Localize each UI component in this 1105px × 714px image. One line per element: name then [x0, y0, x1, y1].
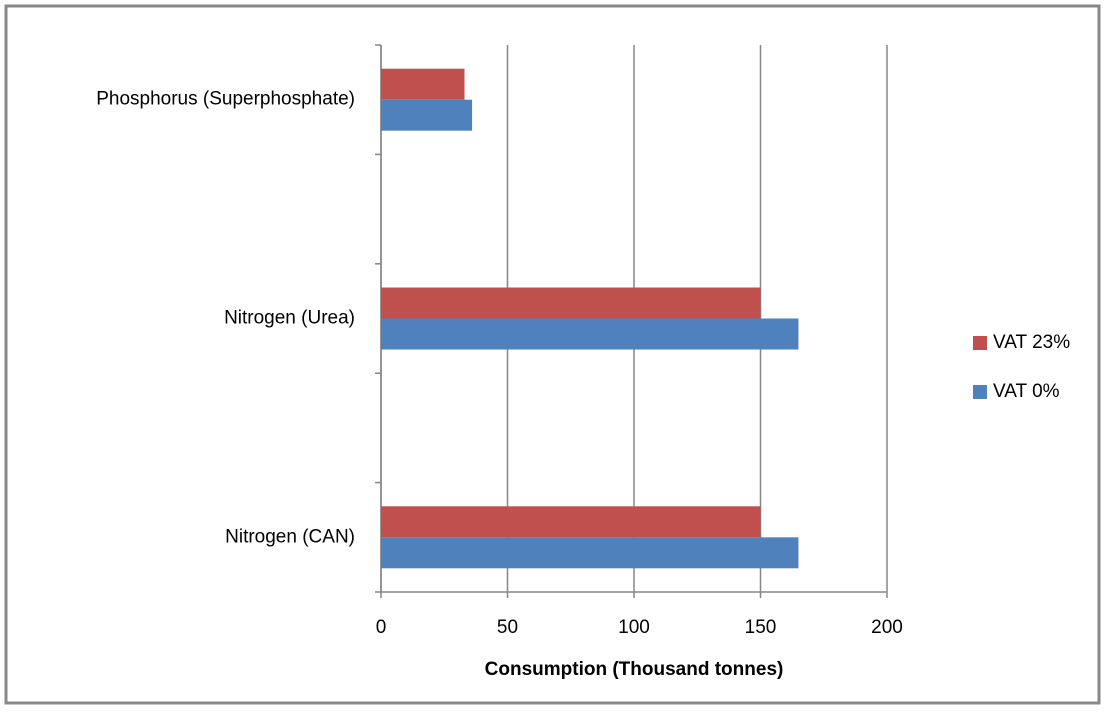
x-tick-label: 200	[871, 617, 903, 638]
y-tick-label: Phosphorus (Superphosphate)	[96, 89, 355, 110]
legend-swatch	[973, 336, 987, 350]
x-tick-label: 0	[376, 617, 387, 638]
x-tick-label: 150	[745, 617, 777, 638]
bar	[381, 287, 761, 319]
bar	[381, 537, 799, 569]
chart-frame	[4, 4, 1101, 705]
y-tick-label: Nitrogen (CAN)	[225, 526, 355, 547]
bar	[381, 99, 473, 131]
bar	[381, 68, 465, 100]
x-tick-label: 100	[618, 617, 650, 638]
legend-label: VAT 23%	[993, 332, 1070, 353]
y-tick-label: Nitrogen (Urea)	[224, 308, 355, 329]
x-tick-label: 50	[497, 617, 518, 638]
legend-swatch	[973, 385, 987, 399]
bar	[381, 506, 761, 538]
x-axis-title: Consumption (Thousand tonnes)	[485, 659, 784, 680]
bar	[381, 318, 799, 350]
legend-label: VAT 0%	[993, 381, 1060, 402]
